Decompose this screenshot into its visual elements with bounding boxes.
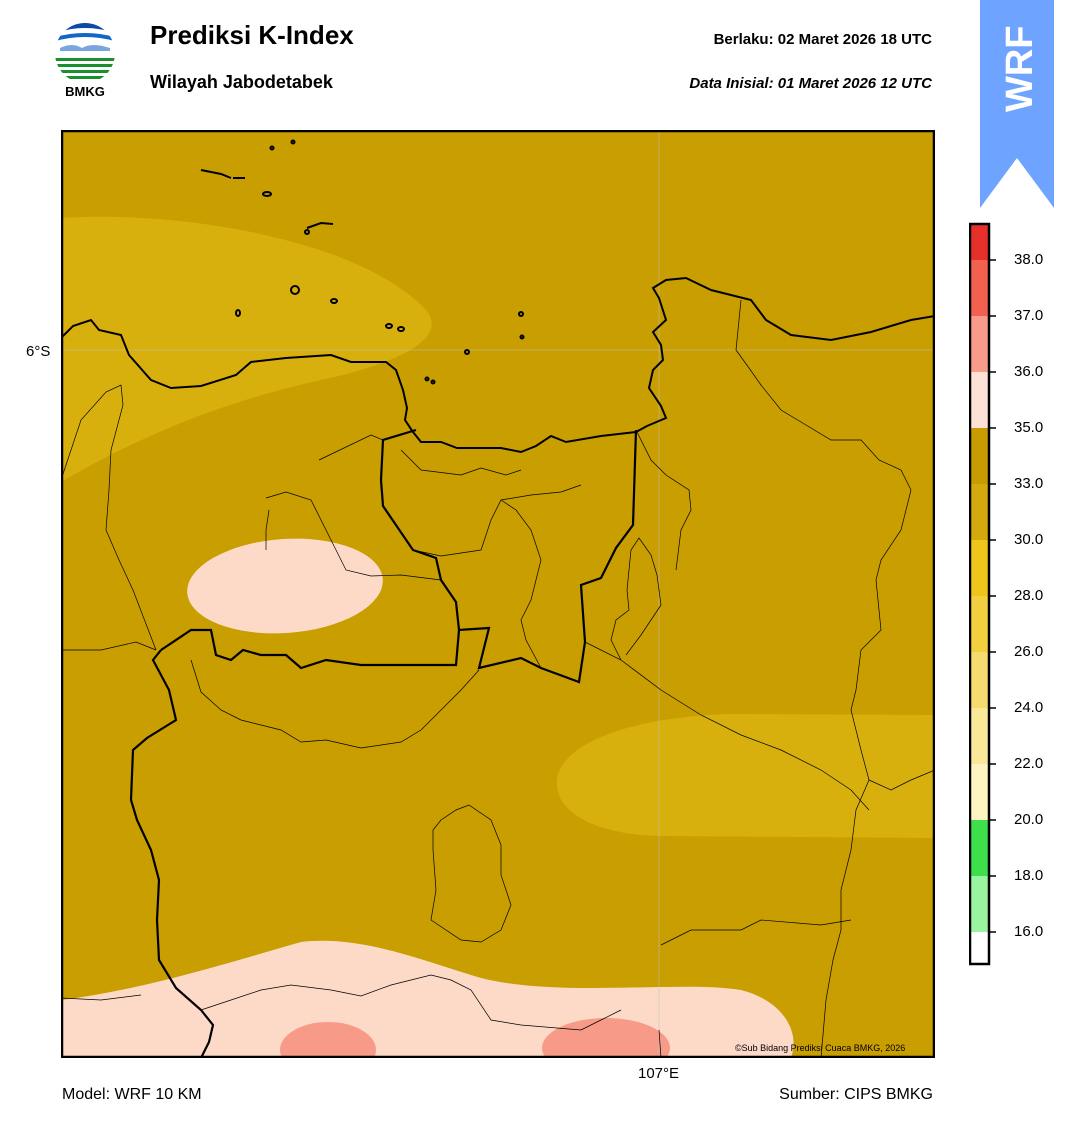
lat-label: 6°S	[26, 343, 51, 360]
colorbar-tick-label: 18.0	[1014, 867, 1044, 884]
logo-text: BMKG	[65, 84, 105, 99]
copyright: ©Sub Bidang Prediksi Cuaca BMKG, 2026	[735, 1043, 906, 1053]
colorbar-cell	[970, 764, 989, 820]
colorbar-cell	[970, 652, 989, 708]
colorbar-tick-label: 26.0	[1014, 643, 1044, 660]
lon-label: 107°E	[638, 1065, 680, 1082]
model-badge: WRF	[980, 0, 1054, 210]
colorbar-tick-label: 24.0	[1014, 699, 1044, 716]
province-borders	[129, 428, 638, 1059]
field-30-33-nw	[61, 216, 432, 482]
colorbar-tick-label: 30.0	[1014, 531, 1044, 548]
colorbar-tick-label: 28.0	[1014, 587, 1044, 604]
colorbar-cell	[970, 428, 989, 484]
colorbar-cell	[970, 540, 989, 596]
map-border	[60, 129, 936, 1059]
colorbar-cell	[970, 224, 989, 260]
colorbar-cell	[970, 484, 989, 540]
colorbar-cell	[970, 260, 989, 316]
colorbar-cell	[970, 708, 989, 764]
field-35-36-center	[187, 538, 383, 634]
source-label: Sumber: CIPS BMKG	[779, 1086, 933, 1103]
colorbar-cell	[970, 820, 989, 876]
colorbar-tick-label: 16.0	[1014, 923, 1044, 940]
colorbar-tick-label: 20.0	[1014, 811, 1044, 828]
init-time: Data Inisial: 01 Maret 2026 12 UTC	[689, 75, 932, 92]
thousand-islands	[200, 139, 525, 385]
colorbar-tick-label: 35.0	[1014, 419, 1044, 436]
model-label: Model: WRF 10 KM	[62, 1086, 202, 1103]
colorbar-tick-label: 38.0	[1014, 251, 1044, 268]
regency-borders	[60, 299, 936, 1059]
field-30-33-east	[556, 714, 935, 838]
colorbar	[968, 222, 1059, 968]
colorbar-tick-label: 22.0	[1014, 755, 1044, 772]
valid-time: Berlaku: 02 Maret 2026 18 UTC	[713, 31, 932, 48]
colorbar-tick-label: 37.0	[1014, 307, 1044, 324]
colorbar-cell	[970, 932, 989, 964]
colorbar-border	[968, 222, 991, 966]
k-index-map	[60, 129, 936, 1078]
bmkg-logo	[52, 20, 118, 104]
colorbar-cell	[970, 372, 989, 428]
colorbar-cell	[970, 596, 989, 652]
colorbar-cell	[970, 316, 989, 372]
map-subtitle: Wilayah Jabodetabek	[150, 72, 333, 92]
map-title: Prediksi K-Index	[150, 20, 354, 50]
colorbar-tick-label: 33.0	[1014, 475, 1044, 492]
colorbar-cell	[970, 876, 989, 932]
model-badge-text: WRF	[999, 25, 1041, 112]
coastline	[60, 276, 936, 454]
colorbar-tick-label: 36.0	[1014, 363, 1044, 380]
